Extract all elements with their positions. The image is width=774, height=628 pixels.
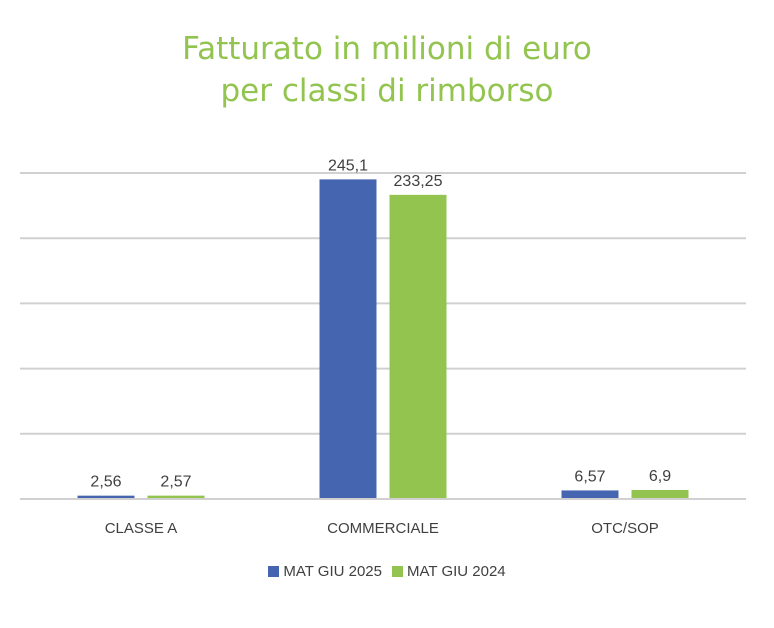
category-label: CLASSE A xyxy=(105,520,178,537)
legend: MAT GIU 2025 MAT GIU 2024 xyxy=(0,563,774,580)
legend-swatch-series-1 xyxy=(268,566,280,577)
category-label: OTC/SOP xyxy=(591,520,659,537)
legend-item-series-1: MAT GIU 2025 xyxy=(268,563,382,580)
data-label: 6,57 xyxy=(574,468,605,485)
legend-label-series-1: MAT GIU 2025 xyxy=(283,563,382,580)
category-label: COMMERCIALE xyxy=(327,520,439,537)
chart-title-line-1: Fatturato in milioni di euro xyxy=(182,31,592,67)
legend-swatch-series-2 xyxy=(392,566,403,577)
chart-title-line-2: per classi di rimborso xyxy=(220,73,554,109)
bar-1-1 xyxy=(77,495,135,499)
bar-2-3 xyxy=(631,490,689,499)
data-label: 6,9 xyxy=(649,468,671,485)
bar-2-1 xyxy=(147,495,205,499)
data-label: 233,25 xyxy=(394,173,443,190)
data-label: 2,56 xyxy=(90,474,121,491)
data-label: 245,1 xyxy=(328,157,368,174)
bar-2-2 xyxy=(389,194,447,500)
bar-1-3 xyxy=(561,490,619,499)
legend-label-series-2: MAT GIU 2024 xyxy=(407,563,506,580)
legend-item-series-2: MAT GIU 2024 xyxy=(392,563,506,580)
data-label: 2,57 xyxy=(160,474,191,491)
bar-1-2 xyxy=(319,179,377,500)
chart-title: Fatturato in milioni di euro per classi … xyxy=(0,28,774,112)
